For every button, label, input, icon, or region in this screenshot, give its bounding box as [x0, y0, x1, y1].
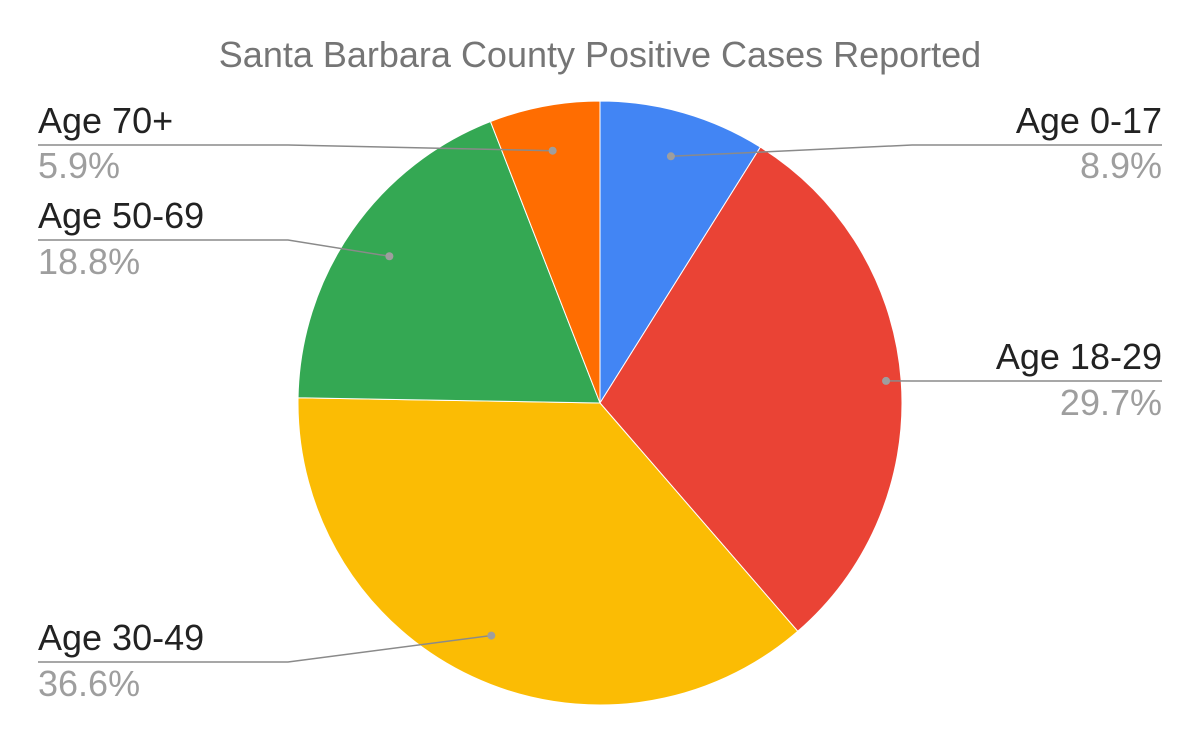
pie-slices [297, 100, 903, 706]
pie-slice-age-30-49 [297, 397, 799, 706]
slice-label: Age 50-69 [38, 195, 204, 236]
leader-dot [385, 252, 394, 261]
leader-line [38, 634, 492, 663]
leader-dot [666, 152, 675, 161]
pie-slice-age-0-17 [599, 100, 762, 405]
slice-percentage: 29.7% [1060, 382, 1162, 423]
leader-dot [548, 146, 557, 155]
leader-line [670, 144, 1162, 158]
slice-label: Age 70+ [38, 100, 173, 141]
slice-percentage: 5.9% [38, 145, 120, 186]
slice-label: Age 0-17 [1016, 100, 1162, 141]
slice-percentage: 36.6% [38, 663, 140, 704]
slice-percentage: 18.8% [38, 241, 140, 282]
pie-slice-age-70 [489, 100, 601, 404]
pie-slice-age-50-69 [297, 120, 601, 404]
leader-line [38, 239, 390, 257]
slice-labels: Age 0-178.9% Age 18-29 29.7% Age 30-49 36.6%… [38, 100, 1162, 704]
leader-dot [487, 631, 496, 640]
slice-label: Age 18-29 [996, 336, 1162, 377]
slice-percentage: 8.9% [1080, 145, 1162, 186]
leader-dot [882, 376, 891, 385]
pie-slice-age-18-29 [599, 146, 903, 632]
leader-lines [38, 144, 1162, 663]
chart-title: Santa Barbara County Positive Cases Repo… [219, 34, 981, 75]
slice-label: Age 30-49 [38, 617, 204, 658]
leader-line [38, 144, 553, 152]
